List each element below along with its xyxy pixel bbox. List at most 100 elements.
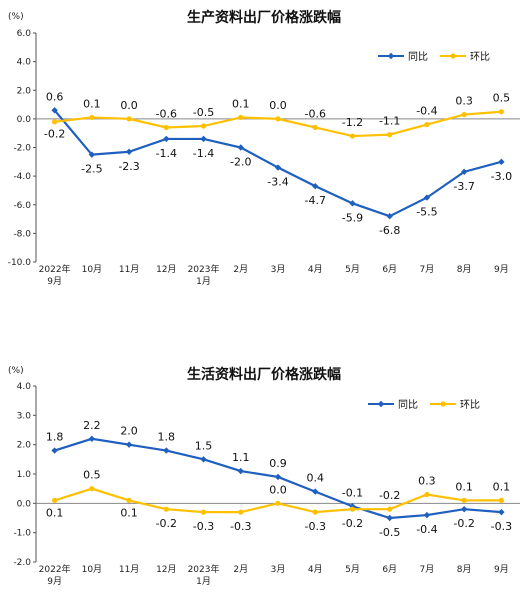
data-label-同比: 1.1 — [232, 451, 250, 464]
data-label-环比: 0.5 — [493, 92, 511, 105]
y-tick-label: -8.0 — [13, 229, 31, 239]
data-point-环比 — [387, 132, 393, 138]
data-label-同比: -1.4 — [156, 147, 177, 160]
data-point-同比 — [237, 144, 244, 151]
x-tick-label: 2022年 — [39, 563, 71, 575]
x-tick-label: 4月 — [308, 264, 323, 275]
data-point-同比 — [88, 435, 96, 442]
data-label-同比: -2.0 — [230, 156, 251, 169]
legend-label-同比: 同比 — [408, 51, 428, 63]
x-tick-label: 12月 — [156, 264, 176, 275]
legend-label-环比: 环比 — [460, 399, 480, 411]
y-tick-label: 1.0 — [17, 470, 32, 480]
data-point-环比 — [424, 122, 430, 128]
x-tick-label: 8月 — [457, 264, 472, 275]
data-label-环比: 0.3 — [418, 475, 436, 488]
y-tick-label: 4.0 — [17, 58, 32, 68]
data-label-同比: -0.1 — [342, 486, 363, 499]
data-label-同比: -0.3 — [491, 520, 512, 533]
data-label-环比: 0.1 — [455, 480, 473, 493]
legend-label-环比: 环比 — [470, 51, 490, 63]
data-label-环比: -0.3 — [304, 520, 325, 533]
y-tick-label: -1.0 — [13, 529, 31, 539]
data-point-同比 — [200, 456, 207, 463]
x-tick-label: 9月 — [494, 264, 509, 275]
data-point-同比 — [386, 213, 393, 220]
data-label-环比: 0.0 — [269, 99, 287, 112]
data-label-环比: -0.6 — [156, 107, 177, 120]
data-label-同比: -0.2 — [453, 517, 474, 530]
x-tick-label: 5月 — [345, 564, 360, 575]
data-point-环比 — [312, 124, 318, 131]
data-label-同比: -1.4 — [193, 147, 214, 160]
data-label-环比: 0.1 — [232, 97, 250, 110]
data-label-环比: 0.1 — [493, 480, 511, 493]
data-label-环比: 0.1 — [46, 506, 64, 519]
data-label-同比: -2.3 — [118, 160, 139, 173]
data-point-环比 — [163, 506, 169, 512]
y-tick-label: -2.0 — [13, 558, 31, 568]
data-label-环比: 0.5 — [83, 469, 101, 482]
x-tick-label: 2023年 — [188, 263, 220, 275]
x-tick-label: 4月 — [308, 564, 323, 575]
chart-title: 生产资料出厂价格涨跌幅 — [187, 9, 341, 26]
data-label-同比: -0.4 — [416, 523, 437, 536]
x-tick-label: 11月 — [119, 564, 139, 575]
data-label-同比: -2.5 — [81, 163, 102, 176]
data-label-同比: 0.9 — [269, 457, 287, 470]
data-point-同比 — [460, 506, 468, 513]
data-point-同比 — [498, 508, 505, 516]
data-point-环比 — [200, 123, 207, 129]
data-point-同比 — [163, 447, 170, 454]
data-point-环比 — [424, 491, 430, 498]
data-point-同比 — [460, 168, 468, 176]
legend: 同比 环比 — [378, 51, 490, 63]
chart-2: 生活资料出厂价格涨跌幅 (%) 4.0 3.0 2.0 1.0 0.0 -1.0 -2.0 202… — [8, 366, 520, 587]
legend-marker-环比 — [450, 53, 456, 59]
data-point-同比 — [200, 135, 207, 143]
x-tick-label: 12月 — [156, 564, 176, 575]
data-label-环比: -1.1 — [379, 115, 400, 128]
data-point-环比 — [498, 109, 504, 115]
data-point-环比 — [52, 497, 58, 503]
data-label-环比: -0.5 — [193, 106, 214, 119]
data-label-同比: -3.4 — [267, 176, 288, 189]
x-tick-label: 3月 — [271, 264, 286, 275]
data-point-同比 — [423, 511, 431, 519]
data-label-环比: 0.1 — [120, 506, 138, 519]
data-label-同比: -5.5 — [416, 206, 437, 219]
x-tick-label: 2月 — [233, 564, 248, 575]
data-point-环比 — [461, 497, 467, 503]
data-point-环比 — [238, 509, 244, 515]
data-label-同比: 1.5 — [195, 439, 213, 452]
data-point-环比 — [275, 116, 281, 122]
data-point-同比 — [274, 164, 282, 171]
data-point-环比 — [349, 133, 356, 139]
x-tick-label: 2022年 — [39, 263, 71, 275]
data-point-同比 — [237, 467, 244, 475]
x-tick-label: 10月 — [82, 264, 102, 275]
chart-title: 生活资料出厂价格涨跌幅 — [187, 366, 341, 383]
data-point-环比 — [238, 114, 244, 121]
legend: 同比 环比 — [368, 399, 480, 411]
legend-label-同比: 同比 — [398, 399, 418, 411]
data-label-环比: -0.2 — [44, 128, 65, 141]
y-tick-label: -6.0 — [13, 201, 31, 211]
data-label-同比: 0.4 — [306, 472, 324, 485]
data-point-同比 — [274, 473, 282, 481]
x-tick-label: 1月 — [196, 276, 211, 287]
x-tick-label: 1月 — [196, 576, 211, 587]
data-point-环比 — [200, 509, 207, 515]
data-point-环比 — [275, 500, 281, 506]
data-point-环比 — [52, 119, 58, 125]
data-point-环比 — [89, 486, 95, 492]
legend-marker-同比 — [377, 400, 385, 408]
legend-marker-环比 — [440, 401, 446, 407]
data-label-同比: -6.8 — [379, 224, 400, 237]
data-point-同比 — [125, 441, 133, 448]
x-tick-label: 8月 — [457, 564, 472, 575]
data-label-环比: -0.2 — [342, 517, 363, 530]
y-axis-unit: (%) — [8, 12, 24, 22]
y-tick-label: 3.0 — [17, 411, 32, 421]
